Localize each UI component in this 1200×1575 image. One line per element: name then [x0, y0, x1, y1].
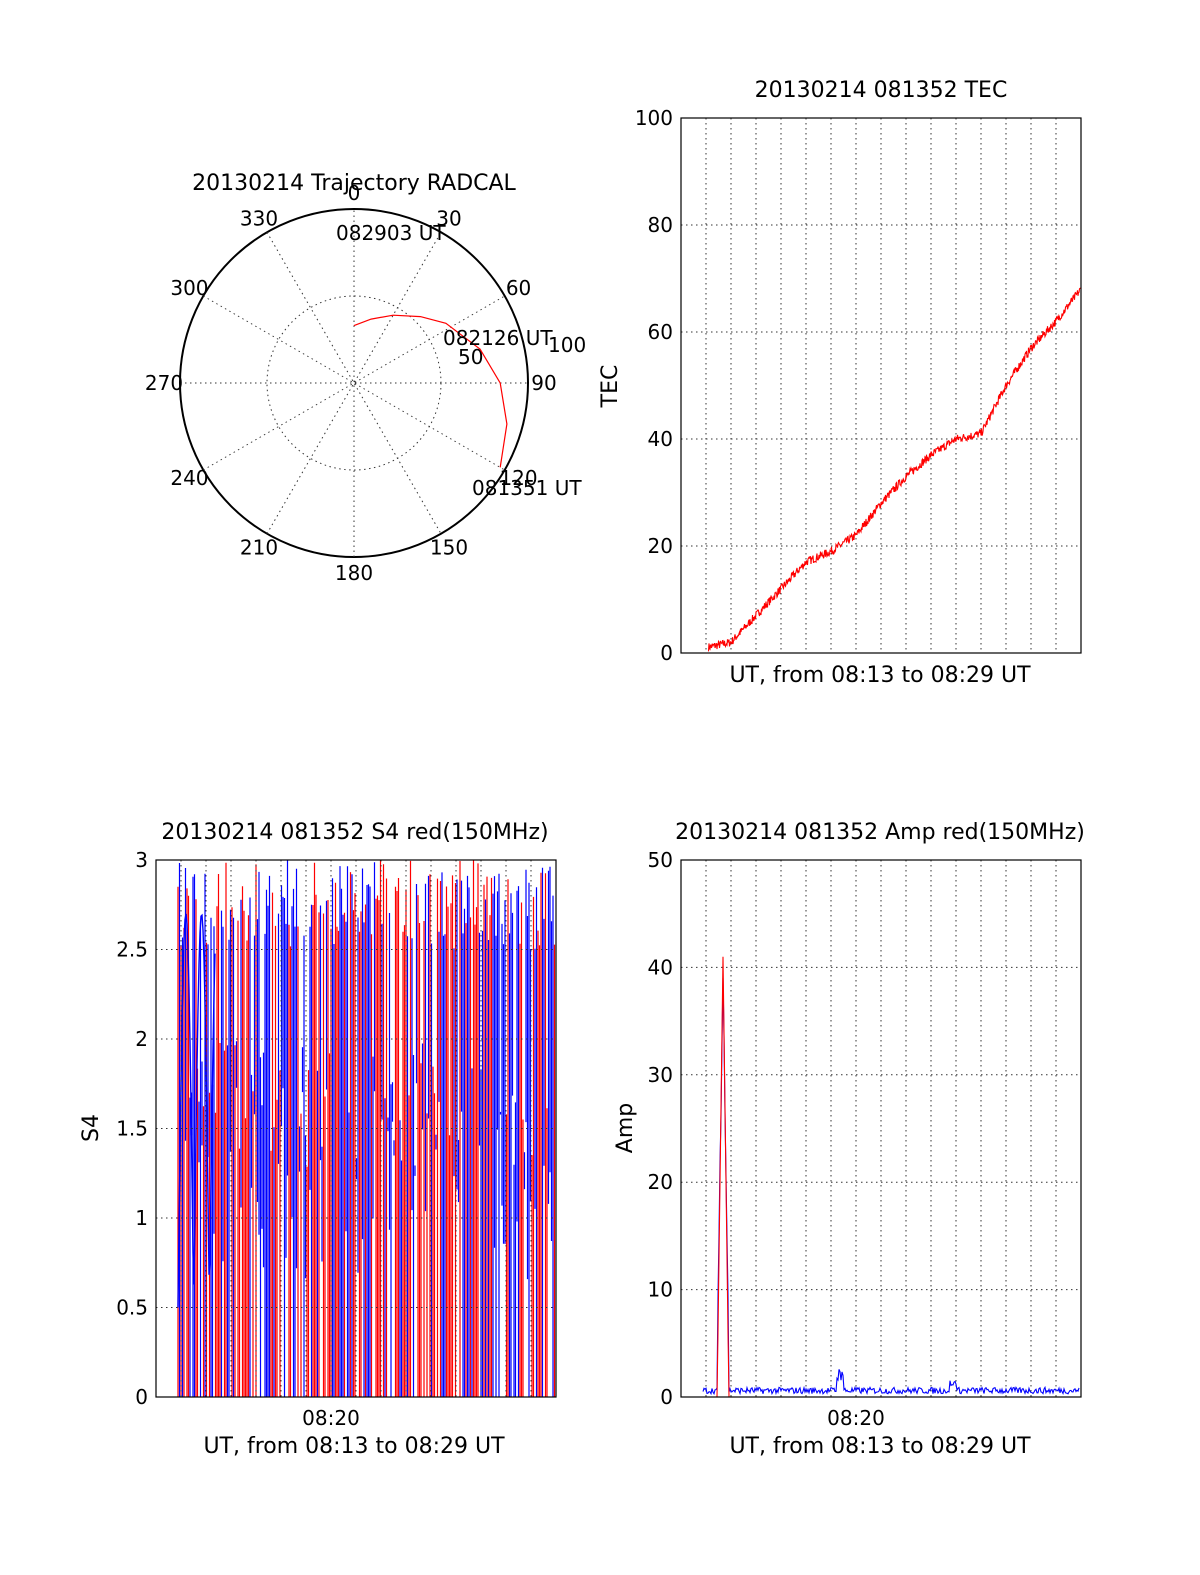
- polar-azimuth-label: 270: [145, 371, 183, 395]
- tec-title: 20130214 081352 TEC: [755, 78, 1008, 103]
- polar-azimuth-labels: 0 30 60 90 120 150 180 210 240 270 300 330: [145, 181, 557, 585]
- polar-azimuth-label: 150: [430, 536, 468, 560]
- tec-x-axis-label: UT, from 08:13 to 08:29 UT: [729, 663, 1031, 688]
- polar-azimuth-label: 120: [499, 466, 537, 490]
- polar-inner-ring: [266, 295, 442, 471]
- polar-azimuth-label: 210: [240, 536, 278, 560]
- y-tick-label: 2: [135, 1027, 148, 1051]
- polar-spoke: [266, 232, 442, 534]
- polar-azimuth-label: 330: [240, 206, 278, 230]
- amp-y-ticks: 0 10 20 30 40 50: [648, 848, 673, 1409]
- tec-chart: 20130214 081352 TEC 0 20 40 60 80 100 TEC UT,…: [598, 78, 1082, 688]
- tec-y-axis-label: TEC: [598, 365, 623, 409]
- y-tick-label: 10: [648, 1278, 673, 1302]
- tec-plot-frame: [680, 117, 1082, 654]
- polar-spoke: [266, 232, 442, 534]
- s4-y-ticks: 0 0.5 1 1.5 2 2.5 3: [116, 848, 148, 1409]
- polar-title: 20130214 Trajectory RADCAL: [192, 171, 516, 196]
- amp-series-red: [711, 956, 730, 1398]
- y-tick-label: 50: [648, 848, 673, 872]
- amp-y-axis-label: Amp: [613, 1103, 638, 1153]
- s4-x-axis-label: UT, from 08:13 to 08:29 UT: [203, 1434, 505, 1459]
- y-tick-label: 1.5: [116, 1117, 148, 1141]
- polar-azimuth-label: 180: [335, 561, 373, 585]
- y-tick-label: 100: [635, 106, 673, 130]
- polar-ring-label-100: 100: [548, 333, 586, 357]
- y-tick-label: 0: [660, 641, 673, 665]
- amp-series-blue: [702, 978, 1080, 1396]
- polar-time-label-end: 082903 UT: [336, 221, 446, 245]
- polar-spoke: [203, 295, 505, 471]
- y-tick-label: 1: [135, 1206, 148, 1230]
- polar-azimuth-label: 0: [348, 181, 361, 205]
- amp-x-tick-0820: 08:20: [827, 1406, 885, 1430]
- amp-chart: 20130214 081352 Amp red(150MHz) 0 10 20 30 4…: [613, 820, 1085, 1459]
- y-tick-label: 30: [648, 1063, 673, 1087]
- s4-plot-frame: [155, 859, 557, 1398]
- s4-grid: [156, 860, 556, 1397]
- y-tick-label: 20: [648, 534, 673, 558]
- polar-azimuth-label: 30: [436, 206, 461, 230]
- s4-blue-trace: [177, 913, 216, 1308]
- polar-azimuth-label: 60: [506, 276, 531, 300]
- s4-y-axis-label: S4: [79, 1114, 104, 1142]
- amp-plot-frame: [680, 859, 1082, 1398]
- polar-chart: 20130214 Trajectory RADCAL 0 30 60 90 120 150…: [145, 171, 586, 585]
- s4-x-tick-0820: 08:20: [302, 1406, 360, 1430]
- polar-azimuth-label: 90: [531, 371, 556, 395]
- s4-title: 20130214 081352 S4 red(150MHz): [161, 820, 548, 845]
- polar-trajectory-line: [353, 314, 508, 468]
- y-tick-label: 20: [648, 1170, 673, 1194]
- y-tick-label: 40: [648, 427, 673, 451]
- tec-y-ticks: 0 20 40 60 80 100: [635, 106, 673, 665]
- y-tick-label: 80: [648, 213, 673, 237]
- y-tick-label: 2.5: [116, 938, 148, 962]
- y-tick-label: 60: [648, 320, 673, 344]
- polar-spokes: [180, 209, 528, 557]
- polar-spoke: [203, 295, 505, 471]
- amp-x-axis-label: UT, from 08:13 to 08:29 UT: [729, 1434, 1031, 1459]
- tec-series-line: [707, 287, 1081, 652]
- polar-time-label-start: 081351 UT: [472, 476, 582, 500]
- polar-time-label-mid: 082126 UT: [443, 326, 553, 350]
- s4-chart: 20130214 081352 S4 red(150MHz) 0 0.5 1 1.5 2…: [79, 820, 557, 1459]
- y-tick-label: 0: [135, 1385, 148, 1409]
- amp-title: 20130214 081352 Amp red(150MHz): [675, 820, 1085, 845]
- y-tick-label: 40: [648, 955, 673, 979]
- y-tick-label: 0.5: [116, 1296, 148, 1320]
- y-tick-label: 0: [660, 1385, 673, 1409]
- tec-grid: [681, 118, 1081, 653]
- y-tick-label: 3: [135, 848, 148, 872]
- polar-azimuth-label: 300: [170, 276, 208, 300]
- amp-grid: [681, 860, 1081, 1397]
- s4-series-lines: [177, 860, 556, 1397]
- polar-azimuth-label: 240: [170, 466, 208, 490]
